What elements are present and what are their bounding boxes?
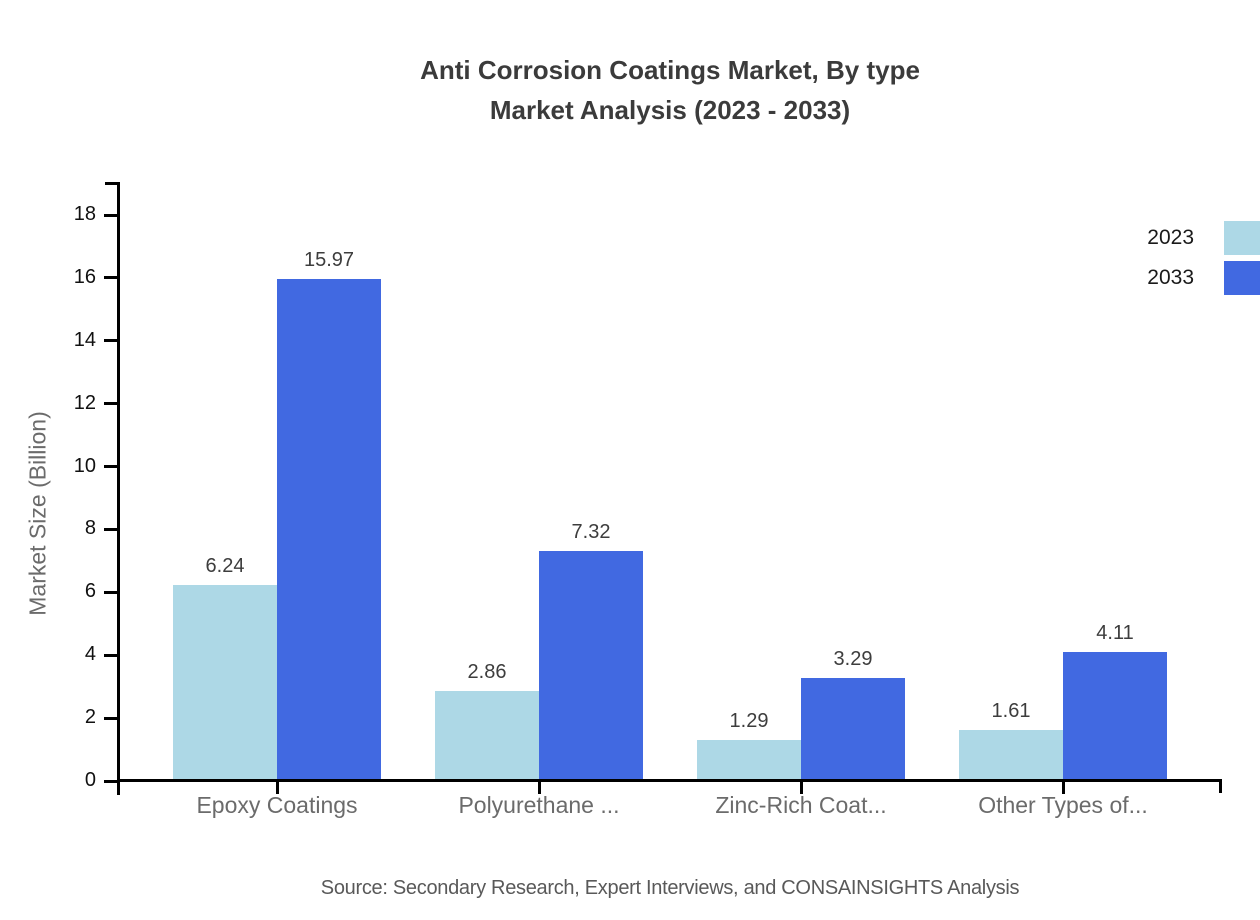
legend-swatch-2023 xyxy=(1224,221,1260,255)
y-tick-label: 6 xyxy=(84,580,96,603)
chart-title: Anti Corrosion Coatings Market, By type … xyxy=(80,50,1260,130)
bar-2033 xyxy=(539,550,643,781)
bar-2023 xyxy=(173,584,277,781)
category-label: Zinc-Rich Coat... xyxy=(715,792,887,818)
x-tick xyxy=(275,781,279,794)
value-label: 15.97 xyxy=(303,248,355,271)
source-note: Source: Secondary Research, Expert Inter… xyxy=(320,877,1020,899)
y-tick xyxy=(104,339,117,343)
legend-label-2023: 2023 xyxy=(1147,226,1194,249)
bar-2033 xyxy=(277,278,381,781)
value-label: 7.32 xyxy=(571,520,611,543)
y-tick xyxy=(104,590,117,594)
x-axis-end-tick xyxy=(1219,779,1222,793)
y-tick-label: 10 xyxy=(73,454,96,477)
y-tick xyxy=(104,527,117,531)
y-tick-label: 18 xyxy=(73,203,96,225)
y-tick-label: 8 xyxy=(84,517,96,540)
bar-2023 xyxy=(435,691,539,781)
value-label: 1.61 xyxy=(991,700,1031,723)
y-tick-label: 16 xyxy=(73,265,96,288)
y-tick-label: 14 xyxy=(73,328,96,351)
y-tick xyxy=(104,716,117,720)
value-label: 3.29 xyxy=(833,647,873,670)
y-tick-label: 0 xyxy=(84,769,96,791)
chart-title-line2: Market Analysis (2023 - 2033) xyxy=(489,95,851,125)
bar-2033 xyxy=(1063,651,1167,781)
bar-2023 xyxy=(959,730,1063,781)
legend-item-2023: 2023 xyxy=(1147,221,1260,255)
legend-item-2033: 2033 xyxy=(1147,261,1260,295)
y-tick xyxy=(104,213,117,217)
bar-2023 xyxy=(697,740,801,781)
x-tick xyxy=(1061,781,1065,794)
y-tick xyxy=(104,779,117,783)
y-tick-label: 4 xyxy=(84,643,96,666)
value-label: 1.29 xyxy=(729,710,769,733)
value-label: 2.86 xyxy=(467,661,507,684)
y-tick xyxy=(104,465,117,469)
legend-swatch-2033 xyxy=(1224,261,1260,295)
y-axis-line xyxy=(117,182,120,795)
chart-title-line1: Anti Corrosion Coatings Market, By type xyxy=(420,55,920,85)
y-tick xyxy=(104,276,117,280)
x-axis-line xyxy=(117,779,1222,782)
category-label: Epoxy Coatings xyxy=(196,792,358,818)
y-tick xyxy=(104,402,117,406)
y-tick-label: 2 xyxy=(84,706,96,729)
x-tick xyxy=(537,781,541,794)
category-label: Other Types of... xyxy=(978,792,1148,818)
value-label: 4.11 xyxy=(1096,621,1134,644)
x-tick xyxy=(799,781,803,794)
y-axis-top-tick xyxy=(105,182,118,185)
value-label: 6.24 xyxy=(205,554,245,577)
bar-2033 xyxy=(801,677,905,781)
y-tick xyxy=(104,653,117,657)
y-tick-label: 12 xyxy=(73,391,96,414)
category-label: Polyurethane ... xyxy=(458,792,620,818)
legend-label-2033: 2033 xyxy=(1147,266,1194,289)
